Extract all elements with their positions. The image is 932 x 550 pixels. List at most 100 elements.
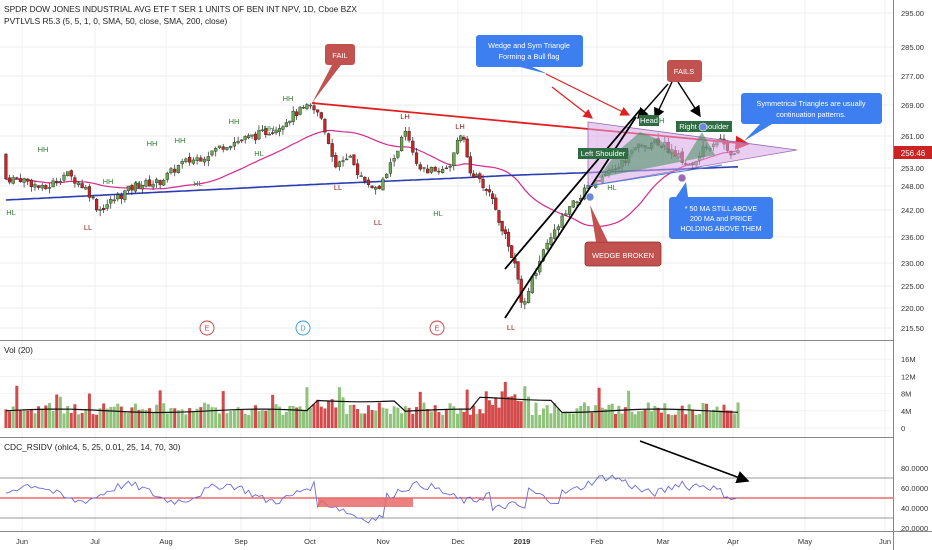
pivot-label: HL — [6, 208, 16, 217]
fail-box — [325, 44, 355, 65]
candle-body — [55, 180, 59, 183]
volume-bar — [33, 413, 37, 428]
pivot-label: HH — [229, 117, 240, 126]
candle-body — [510, 245, 514, 259]
volume-bar — [411, 413, 415, 428]
volume-bar — [687, 404, 691, 428]
rsi-tick-label: 60.0000 — [901, 484, 928, 493]
candle-body — [487, 189, 492, 193]
volume-bar — [319, 406, 323, 428]
candle-body — [556, 226, 560, 230]
candles — [4, 101, 740, 310]
candle-body — [355, 163, 360, 175]
candle-body — [188, 157, 192, 163]
volume-bar — [18, 409, 22, 428]
volume-bar — [643, 409, 647, 428]
volume-bar — [415, 407, 419, 428]
candle-body — [26, 178, 30, 182]
volume-bar — [708, 411, 712, 428]
candle-body — [366, 179, 371, 185]
wedge-broken-box — [584, 241, 662, 267]
volume-bar — [267, 408, 271, 428]
price-tick-label: 295.00 — [901, 9, 924, 18]
volume-bar — [359, 413, 363, 428]
volume-bar — [51, 410, 55, 428]
volume-bar — [165, 413, 169, 428]
candle-body — [58, 181, 62, 183]
candle-body — [312, 105, 316, 111]
candle-body — [426, 168, 430, 174]
volume-bar — [116, 403, 120, 428]
volume-bar — [247, 415, 251, 428]
candle-body — [95, 199, 99, 211]
candle-body — [236, 140, 240, 144]
candle-body — [359, 175, 363, 177]
volume-bar — [736, 402, 740, 428]
volume-bar — [523, 386, 527, 428]
volume-bar — [73, 404, 77, 428]
candle-body — [33, 184, 37, 188]
candle-body — [497, 210, 501, 223]
candle-body — [274, 129, 278, 134]
rsi-tick-label: 20.0000 — [901, 524, 928, 533]
volume-bar — [403, 406, 407, 428]
fails-box — [667, 60, 702, 82]
volume-bar — [530, 415, 534, 428]
rsi-divergence-arrow — [639, 440, 750, 484]
candle-body — [433, 167, 437, 172]
volume-bar — [560, 412, 564, 428]
volume-bar — [15, 385, 19, 428]
volume-bar — [29, 409, 33, 428]
volume-bar — [725, 410, 729, 428]
volume-bar — [388, 413, 392, 428]
volume-bar — [459, 408, 463, 428]
last-price-tag — [894, 146, 932, 159]
candle-body — [36, 185, 41, 188]
candle-body — [109, 199, 113, 204]
support-line — [587, 164, 723, 187]
fails-arrow-3 — [637, 83, 669, 120]
candle-body — [202, 158, 207, 163]
volume-bar — [217, 413, 221, 428]
candle-body — [4, 153, 8, 180]
candle-body — [308, 104, 312, 107]
flag-marker — [698, 122, 708, 132]
volume-bar — [497, 407, 501, 428]
candle-body — [553, 229, 557, 239]
price-tick-label: 242.00 — [901, 206, 924, 215]
volume-bar — [653, 405, 657, 428]
candle-body — [271, 132, 275, 134]
volume-bar — [253, 405, 257, 428]
volume-bar — [62, 413, 66, 428]
volume-bar — [214, 407, 218, 428]
volume-bar — [158, 390, 162, 428]
candle-body — [352, 154, 356, 165]
price-tick-label: 269.00 — [901, 101, 924, 110]
candle-body — [169, 168, 173, 173]
volume-bar — [600, 407, 604, 428]
left-shoulder-label-bg — [578, 148, 628, 159]
rsi-highlight-region — [318, 498, 413, 507]
candle-body — [191, 159, 195, 164]
volume-bar — [448, 403, 452, 428]
candle-body — [173, 168, 177, 173]
price-tick-label: 253.00 — [901, 164, 924, 173]
volume-bar — [80, 412, 84, 428]
volume-bar — [130, 407, 134, 428]
candle-body — [165, 172, 169, 180]
volume-bar — [491, 405, 495, 428]
candle-body — [549, 237, 553, 245]
candle-body — [69, 170, 73, 177]
candle-body — [47, 187, 52, 189]
candle-body — [301, 106, 306, 109]
volume-bar — [636, 411, 640, 428]
candle-body — [334, 155, 338, 168]
candle-body — [465, 138, 469, 158]
candle-body — [323, 119, 327, 133]
volume-bar — [712, 409, 716, 428]
volume-bar — [429, 411, 433, 428]
volume-bar — [659, 412, 663, 428]
volume-bar — [330, 399, 334, 428]
candle-body — [319, 112, 323, 119]
candle-body — [214, 148, 218, 152]
